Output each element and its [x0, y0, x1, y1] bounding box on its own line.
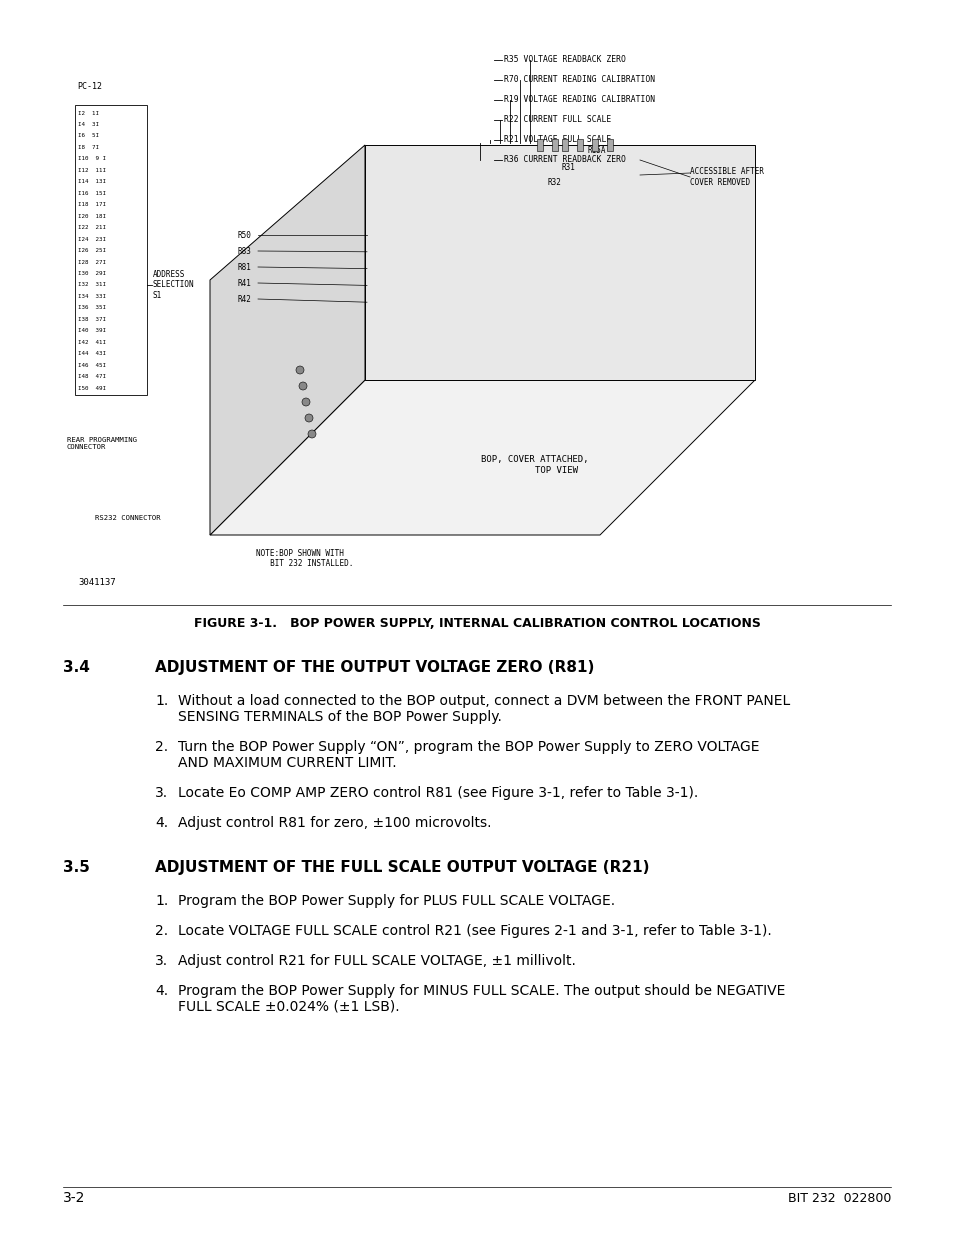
- Text: FULL SCALE ±0.024% (±1 LSB).: FULL SCALE ±0.024% (±1 LSB).: [178, 1000, 399, 1014]
- Text: 3041137: 3041137: [78, 578, 115, 587]
- Text: I46  45I: I46 45I: [78, 363, 106, 368]
- Text: Adjust control R81 for zero, ±100 microvolts.: Adjust control R81 for zero, ±100 microv…: [178, 816, 491, 830]
- Text: Program the BOP Power Supply for PLUS FULL SCALE VOLTAGE.: Program the BOP Power Supply for PLUS FU…: [178, 894, 615, 908]
- Text: 1.: 1.: [154, 894, 168, 908]
- Text: 3.: 3.: [154, 953, 168, 968]
- Text: R83: R83: [237, 247, 252, 256]
- Text: I10  9 I: I10 9 I: [78, 157, 106, 162]
- Text: BOP, COVER ATTACHED,
        TOP VIEW: BOP, COVER ATTACHED, TOP VIEW: [480, 456, 588, 474]
- Text: R36 CURRENT READBACK ZERO: R36 CURRENT READBACK ZERO: [503, 156, 625, 164]
- Text: Locate Eo COMP AMP ZERO control R81 (see Figure 3-1, refer to Table 3-1).: Locate Eo COMP AMP ZERO control R81 (see…: [178, 785, 698, 800]
- Text: NOTE:BOP SHOWN WITH
     BIT 232 INSTALLED.: NOTE:BOP SHOWN WITH BIT 232 INSTALLED.: [247, 548, 353, 568]
- Text: 2.: 2.: [154, 740, 168, 755]
- Text: PC-12: PC-12: [77, 82, 102, 91]
- Text: R81: R81: [237, 263, 252, 272]
- Text: I50  49I: I50 49I: [78, 385, 106, 390]
- Text: AND MAXIMUM CURRENT LIMIT.: AND MAXIMUM CURRENT LIMIT.: [178, 756, 396, 769]
- Text: 3.: 3.: [154, 785, 168, 800]
- Text: I16  15I: I16 15I: [78, 190, 106, 196]
- Text: I28  27I: I28 27I: [78, 259, 106, 264]
- Text: R31: R31: [561, 163, 576, 172]
- Bar: [606, 140, 613, 151]
- Text: REAR PROGRAMMING
CONNECTOR: REAR PROGRAMMING CONNECTOR: [67, 437, 137, 450]
- Text: R42: R42: [237, 294, 252, 304]
- Polygon shape: [365, 144, 754, 380]
- Circle shape: [305, 414, 313, 422]
- Bar: [592, 140, 598, 151]
- Text: 3-2: 3-2: [63, 1191, 85, 1205]
- Text: I36  35I: I36 35I: [78, 305, 106, 310]
- Text: 2.: 2.: [154, 924, 168, 939]
- Text: ADJUSTMENT OF THE FULL SCALE OUTPUT VOLTAGE (R21): ADJUSTMENT OF THE FULL SCALE OUTPUT VOLT…: [154, 860, 649, 876]
- Circle shape: [308, 430, 315, 438]
- Text: I6  5I: I6 5I: [78, 133, 99, 138]
- Circle shape: [302, 398, 310, 406]
- Text: R32: R32: [547, 178, 561, 186]
- Text: 4.: 4.: [154, 816, 168, 830]
- Text: 3.5: 3.5: [63, 860, 90, 876]
- Text: I40  39I: I40 39I: [78, 329, 106, 333]
- Text: I44  43I: I44 43I: [78, 351, 106, 356]
- Text: I2  1I: I2 1I: [78, 110, 99, 116]
- Text: I38  37I: I38 37I: [78, 317, 106, 322]
- Text: I42  41I: I42 41I: [78, 340, 106, 345]
- Text: SENSING TERMINALS of the BOP Power Supply.: SENSING TERMINALS of the BOP Power Suppl…: [178, 710, 501, 724]
- Circle shape: [295, 366, 304, 374]
- Text: 3.4: 3.4: [63, 659, 90, 676]
- Text: Turn the BOP Power Supply “ON”, program the BOP Power Supply to ZERO VOLTAGE: Turn the BOP Power Supply “ON”, program …: [178, 740, 759, 755]
- Text: I8  7I: I8 7I: [78, 144, 99, 149]
- Text: ADDRESS
SELECTION
S1: ADDRESS SELECTION S1: [152, 270, 194, 300]
- Text: I12  11I: I12 11I: [78, 168, 106, 173]
- Text: I30  29I: I30 29I: [78, 270, 106, 275]
- Text: ACCESSIBLE AFTER
COVER REMOVED: ACCESSIBLE AFTER COVER REMOVED: [689, 167, 763, 186]
- Text: R15A: R15A: [587, 146, 606, 156]
- Text: R35 VOLTAGE READBACK ZERO: R35 VOLTAGE READBACK ZERO: [503, 56, 625, 64]
- Text: I4  3I: I4 3I: [78, 122, 99, 127]
- Text: I32  31I: I32 31I: [78, 283, 106, 288]
- Text: R19 VOLTAGE READING CALIBRATION: R19 VOLTAGE READING CALIBRATION: [503, 95, 655, 105]
- Bar: [561, 140, 567, 151]
- Text: I26  25I: I26 25I: [78, 248, 106, 253]
- Text: FIGURE 3-1.   BOP POWER SUPPLY, INTERNAL CALIBRATION CONTROL LOCATIONS: FIGURE 3-1. BOP POWER SUPPLY, INTERNAL C…: [193, 618, 760, 630]
- Text: R22 CURRENT FULL SCALE: R22 CURRENT FULL SCALE: [503, 116, 611, 125]
- Text: I22  21I: I22 21I: [78, 225, 106, 230]
- Text: I24  23I: I24 23I: [78, 237, 106, 242]
- Text: I14  13I: I14 13I: [78, 179, 106, 184]
- Text: R41: R41: [237, 279, 252, 288]
- Bar: [577, 140, 582, 151]
- Text: Program the BOP Power Supply for MINUS FULL SCALE. The output should be NEGATIVE: Program the BOP Power Supply for MINUS F…: [178, 984, 784, 998]
- Text: 4.: 4.: [154, 984, 168, 998]
- Circle shape: [298, 382, 307, 390]
- Text: 1.: 1.: [154, 694, 168, 708]
- Text: I18  17I: I18 17I: [78, 203, 106, 207]
- Text: Without a load connected to the BOP output, connect a DVM between the FRONT PANE: Without a load connected to the BOP outp…: [178, 694, 789, 708]
- Text: R50: R50: [237, 231, 252, 240]
- Bar: [552, 140, 558, 151]
- Text: Adjust control R21 for FULL SCALE VOLTAGE, ±1 millivolt.: Adjust control R21 for FULL SCALE VOLTAG…: [178, 953, 576, 968]
- Text: R21 VOLTAGE FULL SCALE: R21 VOLTAGE FULL SCALE: [503, 136, 611, 144]
- Text: R70 CURRENT READING CALIBRATION: R70 CURRENT READING CALIBRATION: [503, 75, 655, 84]
- Text: I20  18I: I20 18I: [78, 214, 106, 219]
- Polygon shape: [210, 144, 365, 535]
- Text: BIT 232  022800: BIT 232 022800: [787, 1192, 890, 1205]
- Text: I48  47I: I48 47I: [78, 374, 106, 379]
- Text: Locate VOLTAGE FULL SCALE control R21 (see Figures 2-1 and 3-1, refer to Table 3: Locate VOLTAGE FULL SCALE control R21 (s…: [178, 924, 771, 939]
- Bar: [537, 140, 542, 151]
- Text: I34  33I: I34 33I: [78, 294, 106, 299]
- Text: ADJUSTMENT OF THE OUTPUT VOLTAGE ZERO (R81): ADJUSTMENT OF THE OUTPUT VOLTAGE ZERO (R…: [154, 659, 594, 676]
- Polygon shape: [210, 380, 754, 535]
- Text: RS232 CONNECTOR: RS232 CONNECTOR: [95, 515, 160, 521]
- Bar: [75, 105, 147, 395]
